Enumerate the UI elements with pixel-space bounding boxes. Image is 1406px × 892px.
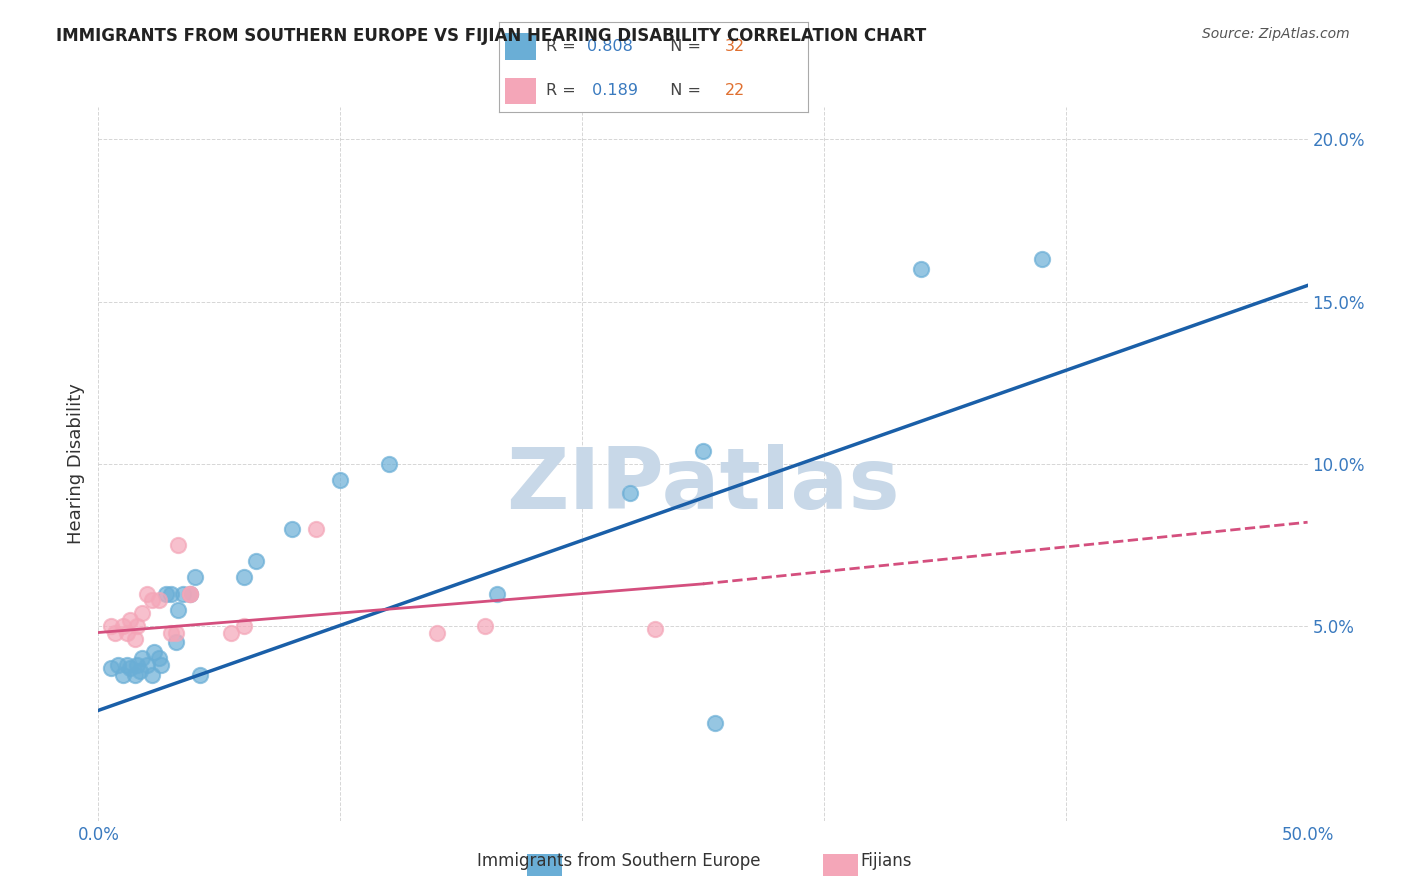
Point <box>107 657 129 672</box>
Point <box>148 593 170 607</box>
Point <box>221 625 243 640</box>
Point <box>143 645 166 659</box>
Point <box>704 716 727 731</box>
Point <box>117 625 139 640</box>
Text: N =: N = <box>659 39 706 54</box>
Point <box>111 667 134 681</box>
Point <box>150 657 173 672</box>
Point <box>118 613 141 627</box>
Text: Fijians: Fijians <box>860 852 911 870</box>
Point <box>329 473 352 487</box>
Point <box>131 606 153 620</box>
Point <box>135 657 157 672</box>
Point <box>179 586 201 600</box>
Point <box>127 657 149 672</box>
Point <box>118 661 141 675</box>
Point <box>148 651 170 665</box>
Point <box>184 570 207 584</box>
Point <box>167 603 190 617</box>
Point <box>128 665 150 679</box>
Text: N =: N = <box>659 84 706 98</box>
Point <box>172 586 194 600</box>
Point <box>232 570 254 584</box>
Point <box>127 619 149 633</box>
Point <box>135 586 157 600</box>
Point <box>188 667 211 681</box>
Text: 22: 22 <box>725 84 745 98</box>
Point <box>160 625 183 640</box>
Point <box>281 522 304 536</box>
Point <box>245 554 267 568</box>
Text: ZIPatlas: ZIPatlas <box>506 443 900 527</box>
Point <box>160 586 183 600</box>
Point <box>377 457 399 471</box>
FancyBboxPatch shape <box>505 78 536 104</box>
Text: R =: R = <box>546 39 581 54</box>
Point <box>232 619 254 633</box>
Y-axis label: Hearing Disability: Hearing Disability <box>66 384 84 544</box>
Point <box>124 632 146 646</box>
Point <box>165 635 187 649</box>
Text: Immigrants from Southern Europe: Immigrants from Southern Europe <box>477 852 761 870</box>
Point <box>141 667 163 681</box>
Point <box>426 625 449 640</box>
Point <box>644 622 666 636</box>
Point <box>179 586 201 600</box>
FancyBboxPatch shape <box>505 33 536 60</box>
Point <box>474 619 496 633</box>
Point <box>692 443 714 458</box>
Text: IMMIGRANTS FROM SOUTHERN EUROPE VS FIJIAN HEARING DISABILITY CORRELATION CHART: IMMIGRANTS FROM SOUTHERN EUROPE VS FIJIA… <box>56 27 927 45</box>
Point <box>100 661 122 675</box>
Point <box>100 619 122 633</box>
Point <box>167 538 190 552</box>
Point <box>910 262 932 277</box>
Text: 32: 32 <box>725 39 745 54</box>
Point <box>131 651 153 665</box>
Text: 0.189: 0.189 <box>588 84 638 98</box>
Point <box>305 522 328 536</box>
Point <box>141 593 163 607</box>
Point <box>486 586 509 600</box>
Point <box>1031 252 1053 267</box>
Point <box>124 667 146 681</box>
Text: 0.808: 0.808 <box>588 39 633 54</box>
Point <box>619 486 641 500</box>
Point <box>111 619 134 633</box>
Point <box>117 657 139 672</box>
Text: Source: ZipAtlas.com: Source: ZipAtlas.com <box>1202 27 1350 41</box>
Text: R =: R = <box>546 84 581 98</box>
Point <box>179 586 201 600</box>
Point <box>104 625 127 640</box>
Point <box>155 586 177 600</box>
Point <box>165 625 187 640</box>
